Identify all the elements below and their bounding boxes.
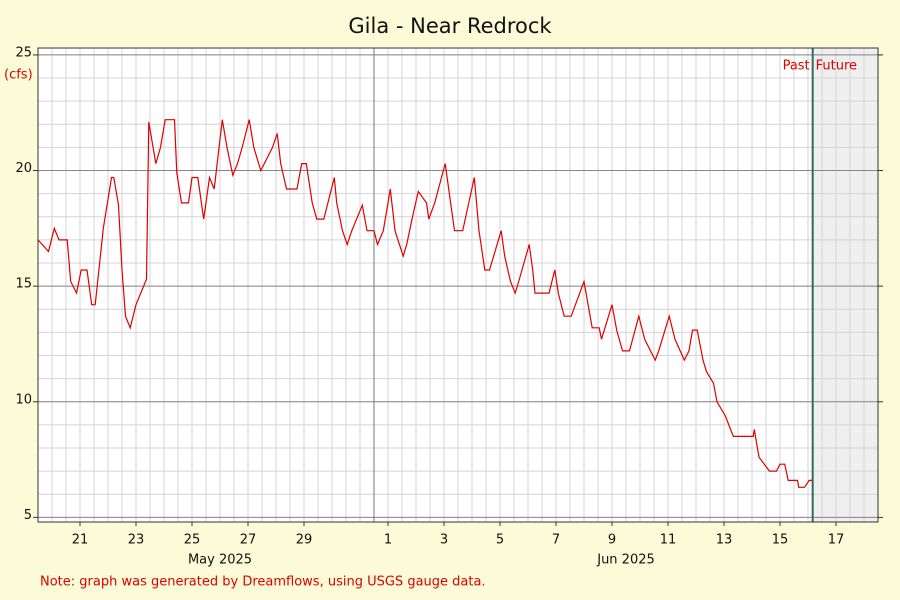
plot-border <box>37 47 879 523</box>
month-label: May 2025 <box>188 553 252 568</box>
y-tick-label: 20 <box>15 161 32 176</box>
flow-line <box>37 119 813 488</box>
x-tick-label: 29 <box>296 533 313 548</box>
past-label: Past <box>783 59 810 74</box>
note: Note: graph was generated by Dreamflows,… <box>40 575 486 590</box>
x-tick-label: 7 <box>552 533 560 548</box>
y-tick-label: 5 <box>24 508 32 523</box>
x-tick-label: 21 <box>72 533 89 548</box>
y-tick-label: 15 <box>15 277 32 292</box>
x-tick-label: 5 <box>496 533 504 548</box>
x-tick-label: 17 <box>828 533 845 548</box>
future-label: Future <box>816 59 857 74</box>
x-tick-label: 23 <box>128 533 145 548</box>
x-tick-label: 13 <box>716 533 733 548</box>
x-tick-label: 3 <box>440 533 448 548</box>
y-tick-label: 10 <box>15 392 32 407</box>
x-tick-label: 25 <box>184 533 201 548</box>
y-axis-label: (cfs) <box>4 68 33 83</box>
x-tick-label: 15 <box>772 533 789 548</box>
chart-title: Gila - Near Redrock <box>348 14 552 38</box>
future-shade <box>812 48 878 522</box>
x-tick-label: 11 <box>660 533 677 548</box>
month-label: Jun 2025 <box>596 553 655 568</box>
x-tick-label: 9 <box>608 533 616 548</box>
y-tick-label: 25 <box>15 45 32 60</box>
x-tick-label: 1 <box>384 533 392 548</box>
x-tick-label: 27 <box>240 533 257 548</box>
